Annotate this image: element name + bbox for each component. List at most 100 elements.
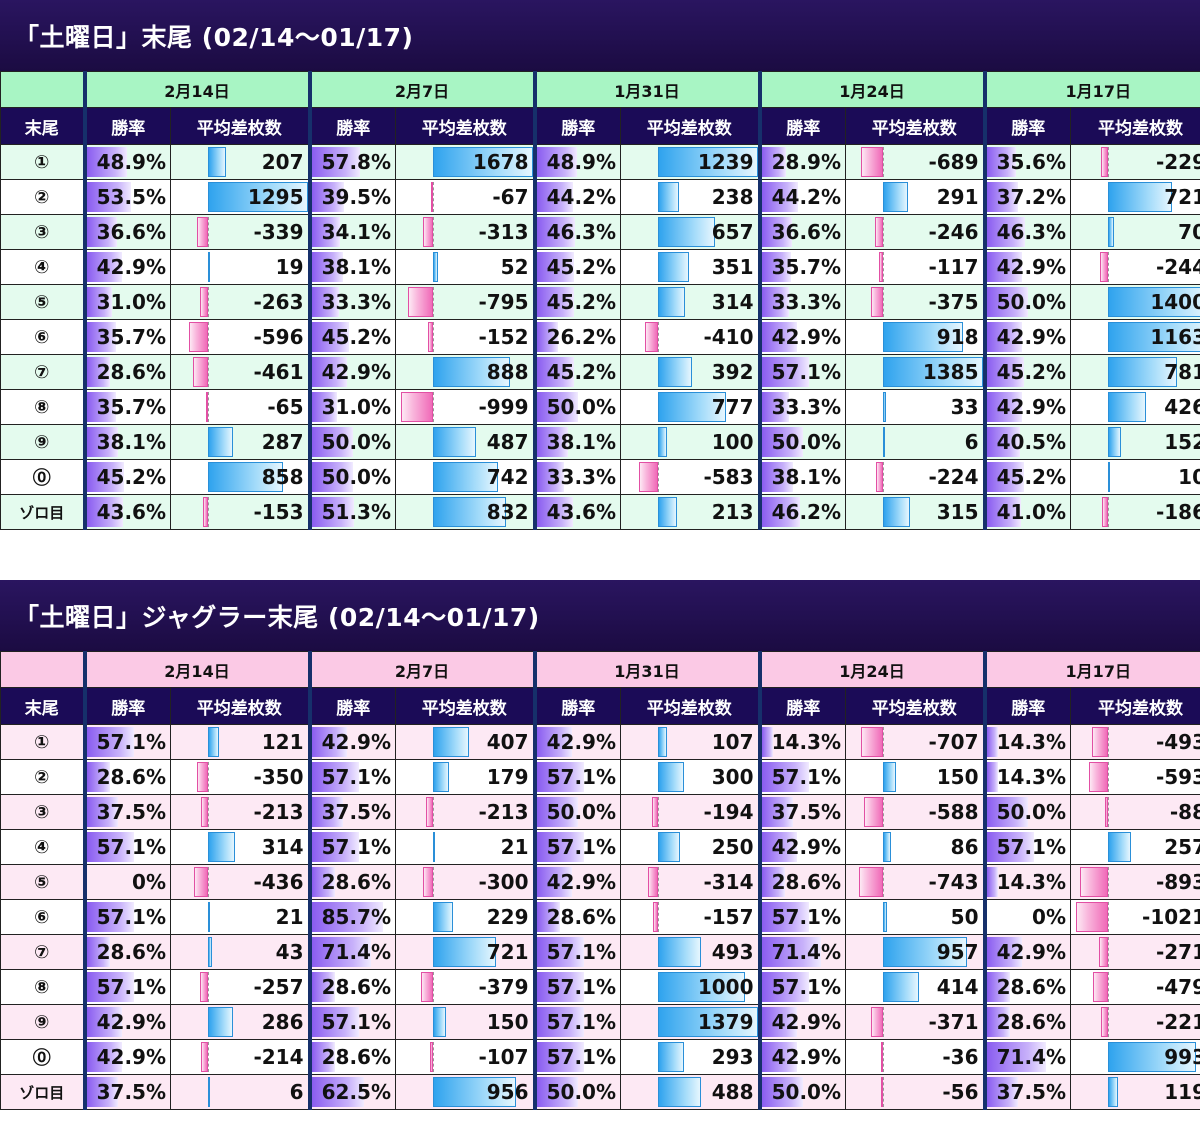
win-rate-bar bbox=[88, 762, 111, 792]
diff-axis-line bbox=[208, 867, 209, 897]
win-rate-bar bbox=[313, 357, 348, 387]
avg-diff-value: 43 bbox=[275, 940, 304, 964]
win-rate-bar bbox=[538, 322, 559, 352]
win-rate-value: 14.3% bbox=[996, 870, 1066, 894]
table-row: ゾロ目 37.5% 6 62.5% 956 50.0% 488 50.0% -56 37.5% 11… bbox=[0, 1074, 1200, 1110]
table-row: ⑧ 57.1% -257 28.6% -379 57.1% 1000 57.1% 414 28.6… bbox=[0, 969, 1200, 1005]
win-rate-cell: 33.3% bbox=[757, 284, 846, 320]
diff-positive-bar bbox=[658, 497, 677, 527]
section-title: 「土曜日」末尾 (02/14〜01/17) bbox=[14, 23, 414, 52]
avg-diff-value: 315 bbox=[936, 500, 979, 524]
win-rate-value: 14.3% bbox=[996, 765, 1066, 789]
diff-positive-bar bbox=[433, 727, 469, 757]
table-row: ⑥ 35.7% -596 45.2% -152 26.2% -410 42.9% 918 42.9… bbox=[0, 319, 1200, 355]
diff-positive-bar bbox=[208, 727, 219, 757]
win-rate-cell: 43.6% bbox=[82, 494, 171, 530]
win-rate-bar bbox=[988, 1007, 1011, 1037]
win-rate-bar bbox=[988, 392, 1023, 422]
avg-diff-cell: 229 bbox=[395, 899, 535, 935]
avg-diff-value: 957 bbox=[936, 940, 979, 964]
avg-diff-value: 721 bbox=[486, 940, 529, 964]
avg-diff-value: 1239 bbox=[697, 150, 754, 174]
avg-diff-value: -999 bbox=[478, 395, 529, 419]
win-rate-value: 57.1% bbox=[546, 1045, 616, 1069]
avg-diff-cell: -194 bbox=[620, 794, 760, 830]
avg-diff-value: -244 bbox=[1155, 255, 1200, 279]
avg-diff-value: -300 bbox=[478, 870, 529, 894]
date-header: 2月7日 bbox=[307, 651, 535, 688]
diff-negative-bar bbox=[428, 322, 433, 352]
win-rate-cell: 48.9% bbox=[82, 144, 171, 180]
diff-negative-bar bbox=[199, 972, 208, 1002]
avg-diff-value: -596 bbox=[253, 325, 304, 349]
avg-diff-value: -339 bbox=[253, 220, 304, 244]
avg-diff-cell: 207 bbox=[170, 144, 310, 180]
win-rate-bar bbox=[763, 1042, 798, 1072]
win-rate-bar bbox=[988, 832, 1035, 862]
row-label: ゾロ目 bbox=[0, 494, 85, 530]
avg-diff-value: -257 bbox=[253, 975, 304, 999]
diff-axis-line bbox=[658, 797, 659, 827]
diff-axis-line bbox=[883, 287, 884, 317]
avg-diff-value: -157 bbox=[703, 905, 754, 929]
diff-negative-bar bbox=[1079, 867, 1108, 897]
section-title-bar: 「土曜日」ジャグラー末尾 (02/14〜01/17) bbox=[0, 580, 1200, 651]
avg-diff-cell: 414 bbox=[845, 969, 985, 1005]
win-rate-cell: 42.9% bbox=[982, 934, 1071, 970]
win-rate-bar bbox=[313, 427, 354, 457]
avg-diff-cell: 493 bbox=[620, 934, 760, 970]
corner-cell bbox=[0, 651, 85, 688]
avg-diff-cell: 314 bbox=[620, 284, 760, 320]
win-rate-value: 57.1% bbox=[96, 835, 166, 859]
win-rate-cell: 31.0% bbox=[82, 284, 171, 320]
diff-positive-bar bbox=[658, 1042, 684, 1072]
win-rate-value: 50.0% bbox=[546, 800, 616, 824]
avg-diff-value: 1163 bbox=[1150, 325, 1200, 349]
diff-negative-bar bbox=[1092, 727, 1108, 757]
avg-diff-cell: -596 bbox=[170, 319, 310, 355]
row-label: ⓪ bbox=[0, 459, 85, 495]
avg-diff-value: -479 bbox=[1155, 975, 1200, 999]
win-rate-bar bbox=[313, 937, 372, 967]
win-rate-value: 45.2% bbox=[996, 465, 1066, 489]
avg-diff-value: 351 bbox=[711, 255, 754, 279]
diff-positive-bar bbox=[208, 252, 210, 282]
diff-axis-line bbox=[1108, 762, 1109, 792]
avg-diff-cell: 21 bbox=[395, 829, 535, 865]
win-rate-cell: 53.5% bbox=[82, 179, 171, 215]
avg-diff-value: 781 bbox=[1164, 360, 1200, 384]
avg-diff-cell: 1000 bbox=[620, 969, 760, 1005]
date-header: 1月17日 bbox=[982, 71, 1200, 108]
diff-axis-line bbox=[883, 462, 884, 492]
win-rate-cell: 57.1% bbox=[757, 899, 846, 935]
win-rate-cell: 50.0% bbox=[757, 424, 846, 460]
win-rate-value: 42.9% bbox=[996, 255, 1066, 279]
win-rate-cell: 50.0% bbox=[982, 284, 1071, 320]
avg-diff-value: 6 bbox=[289, 1080, 304, 1104]
win-rate-bar bbox=[538, 462, 565, 492]
avg-diff-cell: 407 bbox=[395, 724, 535, 760]
diff-axis-line bbox=[658, 867, 659, 897]
avg-diff-cell: -36 bbox=[845, 1039, 985, 1075]
diff-negative-bar bbox=[1092, 972, 1108, 1002]
section-title-bar: 「土曜日」末尾 (02/14〜01/17) bbox=[0, 0, 1200, 71]
avg-diff-cell: 150 bbox=[845, 759, 985, 795]
win-rate-value: 57.1% bbox=[96, 975, 166, 999]
diff-positive-bar bbox=[1108, 462, 1110, 492]
table-row: ⑥ 57.1% 21 85.7% 229 28.6% -157 57.1% 50 0% -1021 bbox=[0, 899, 1200, 935]
win-rate-bar bbox=[988, 867, 999, 897]
win-rate-bar bbox=[313, 217, 340, 247]
win-rate-bar bbox=[988, 287, 1029, 317]
avg-diff-value: -493 bbox=[1155, 730, 1200, 754]
avg-diff-cell: -263 bbox=[170, 284, 310, 320]
row-label: ⑧ bbox=[0, 969, 85, 1005]
win-rate-bar bbox=[988, 762, 999, 792]
win-rate-value: 31.0% bbox=[96, 290, 166, 314]
avg-diff-value: 213 bbox=[711, 500, 754, 524]
diff-axis-line bbox=[658, 462, 659, 492]
row-label: ② bbox=[0, 759, 85, 795]
win-rate-value: 35.6% bbox=[996, 150, 1066, 174]
win-rate-cell: 42.9% bbox=[307, 724, 396, 760]
win-rate-value: 39.5% bbox=[321, 185, 391, 209]
win-rate-bar bbox=[988, 322, 1023, 352]
